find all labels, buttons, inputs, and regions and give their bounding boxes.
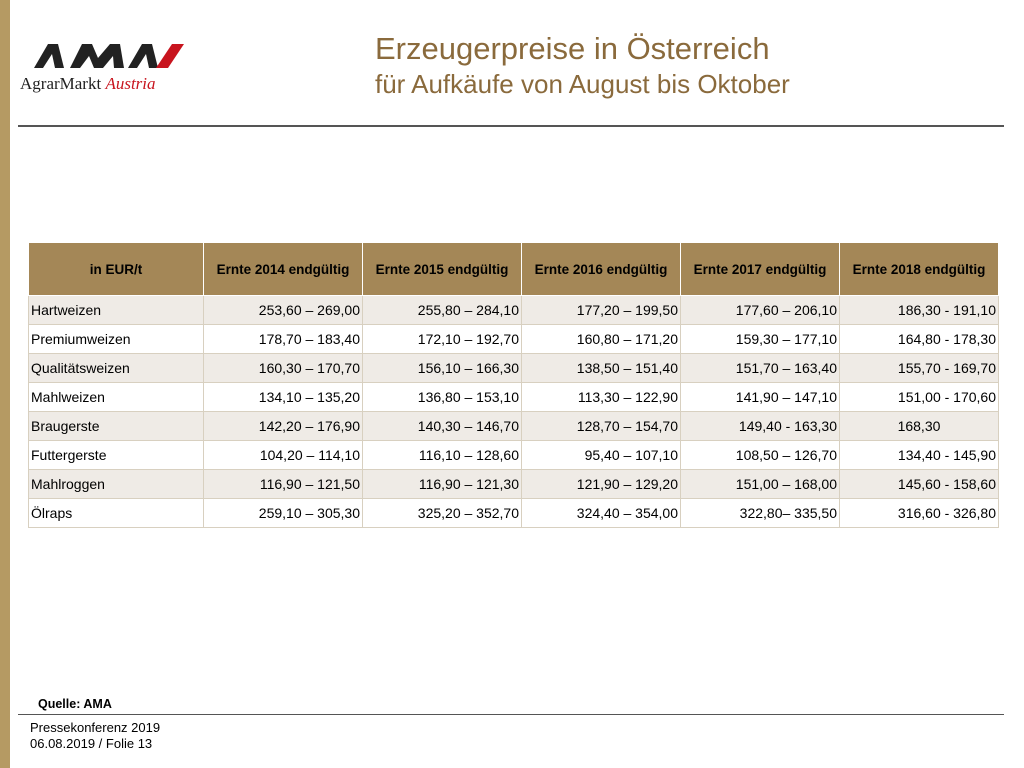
table-cell: 164,80 - 178,30 — [839, 324, 999, 354]
table-cell: 316,60 - 326,80 — [839, 498, 999, 528]
source-note: Quelle: AMA — [38, 697, 112, 711]
table-cell: 134,10 – 135,20 — [203, 382, 363, 412]
table-cell: 156,10 – 166,30 — [362, 353, 522, 383]
table-cell: 151,00 - 170,60 — [839, 382, 999, 412]
table-cell: 177,20 – 199,50 — [521, 295, 681, 325]
table-cell: 116,90 – 121,50 — [203, 469, 363, 499]
table-row: Braugerste 142,20 – 176,90 140,30 – 146,… — [28, 411, 999, 441]
column-header-2014: Ernte 2014 endgültig — [203, 242, 363, 296]
table-row: Ölraps 259,10 – 305,30 325,20 – 352,70 3… — [28, 498, 999, 528]
table-row: Futtergerste 104,20 – 114,10 116,10 – 12… — [28, 440, 999, 470]
table-cell: 136,80 – 153,10 — [362, 382, 522, 412]
table-cell: 116,90 – 121,30 — [362, 469, 522, 499]
row-label: Premiumweizen — [28, 324, 204, 354]
ama-logo: AgrarMarkt Austria — [20, 42, 184, 98]
table-cell: 155,70 - 169,70 — [839, 353, 999, 383]
column-header-2017: Ernte 2017 endgültig — [680, 242, 840, 296]
table-cell: 134,40 - 145,90 — [839, 440, 999, 470]
footer-event: Pressekonferenz 2019 — [30, 720, 161, 735]
footer-divider — [18, 714, 1004, 715]
column-header-unit: in EUR/t — [28, 242, 204, 296]
table-cell: 113,30 – 122,90 — [521, 382, 681, 412]
table-cell: 142,20 – 176,90 — [203, 411, 363, 441]
table-cell: 149,40 - 163,30 — [680, 411, 840, 441]
table-cell: 160,30 – 170,70 — [203, 353, 363, 383]
table-cell: 253,60 – 269,00 — [203, 295, 363, 325]
row-label: Mahlroggen — [28, 469, 204, 499]
table-cell: 159,30 – 177,10 — [680, 324, 840, 354]
table-cell: 151,00 – 168,00 — [680, 469, 840, 499]
header-divider — [18, 125, 1004, 127]
table-row: Mahlweizen 134,10 – 135,20 136,80 – 153,… — [28, 382, 999, 412]
row-label: Futtergerste — [28, 440, 204, 470]
row-label: Hartweizen — [28, 295, 204, 325]
row-label: Qualitätsweizen — [28, 353, 204, 383]
table-cell: 95,40 – 107,10 — [521, 440, 681, 470]
column-header-2016: Ernte 2016 endgültig — [521, 242, 681, 296]
table-cell: 141,90 – 147,10 — [680, 382, 840, 412]
table-cell: 128,70 – 154,70 — [521, 411, 681, 441]
footer-date-slide: 06.08.2019 / Folie 13 — [30, 736, 153, 751]
table-row: Hartweizen 253,60 – 269,00 255,80 – 284,… — [28, 295, 999, 325]
table-header-row: in EUR/t Ernte 2014 endgültig Ernte 2015… — [28, 242, 999, 296]
row-label: Ölraps — [28, 498, 204, 528]
table-cell: 177,60 – 206,10 — [680, 295, 840, 325]
table-cell: 255,80 – 284,10 — [362, 295, 522, 325]
table-cell: 186,30 - 191,10 — [839, 295, 999, 325]
logo-wordmark: AgrarMarkt Austria — [20, 74, 156, 94]
table-cell: 121,90 – 129,20 — [521, 469, 681, 499]
table-cell: 108,50 – 126,70 — [680, 440, 840, 470]
table-row: Qualitätsweizen 160,30 – 170,70 156,10 –… — [28, 353, 999, 383]
table-cell: 160,80 – 171,20 — [521, 324, 681, 354]
table-cell: 138,50 – 151,40 — [521, 353, 681, 383]
logo-text-austria: Austria — [105, 74, 156, 93]
table-cell: 325,20 – 352,70 — [362, 498, 522, 528]
table-cell: 172,10 – 192,70 — [362, 324, 522, 354]
side-accent-bar — [0, 0, 10, 768]
table-row: Premiumweizen 178,70 – 183,40 172,10 – 1… — [28, 324, 999, 354]
footer: Pressekonferenz 2019 06.08.2019 / Folie … — [30, 720, 160, 752]
title-block: Erzeugerpreise in Österreich für Aufkäuf… — [375, 30, 790, 100]
table-cell: 116,10 – 128,60 — [362, 440, 522, 470]
table-cell: 104,20 – 114,10 — [203, 440, 363, 470]
column-header-2015: Ernte 2015 endgültig — [362, 242, 522, 296]
page-title: Erzeugerpreise in Österreich — [375, 31, 770, 66]
table-cell: 145,60 - 158,60 — [839, 469, 999, 499]
table-cell: 259,10 – 305,30 — [203, 498, 363, 528]
page-subtitle: für Aufkäufe von August bis Oktober — [375, 69, 790, 99]
row-label: Braugerste — [28, 411, 204, 441]
table-cell: 324,40 – 354,00 — [521, 498, 681, 528]
table-row: Mahlroggen 116,90 – 121,50 116,90 – 121,… — [28, 469, 999, 499]
row-label: Mahlweizen — [28, 382, 204, 412]
ama-logo-mark — [34, 44, 184, 68]
table-cell: 322,80– 335,50 — [680, 498, 840, 528]
table-cell: 151,70 – 163,40 — [680, 353, 840, 383]
table-cell: 140,30 – 146,70 — [362, 411, 522, 441]
table-cell: 178,70 – 183,40 — [203, 324, 363, 354]
table-cell: 168,30 — [839, 411, 999, 441]
logo-text-agrarmarkt: AgrarMarkt — [20, 74, 102, 93]
price-table: in EUR/t Ernte 2014 endgültig Ernte 2015… — [28, 242, 999, 528]
column-header-2018: Ernte 2018 endgültig — [839, 242, 999, 296]
